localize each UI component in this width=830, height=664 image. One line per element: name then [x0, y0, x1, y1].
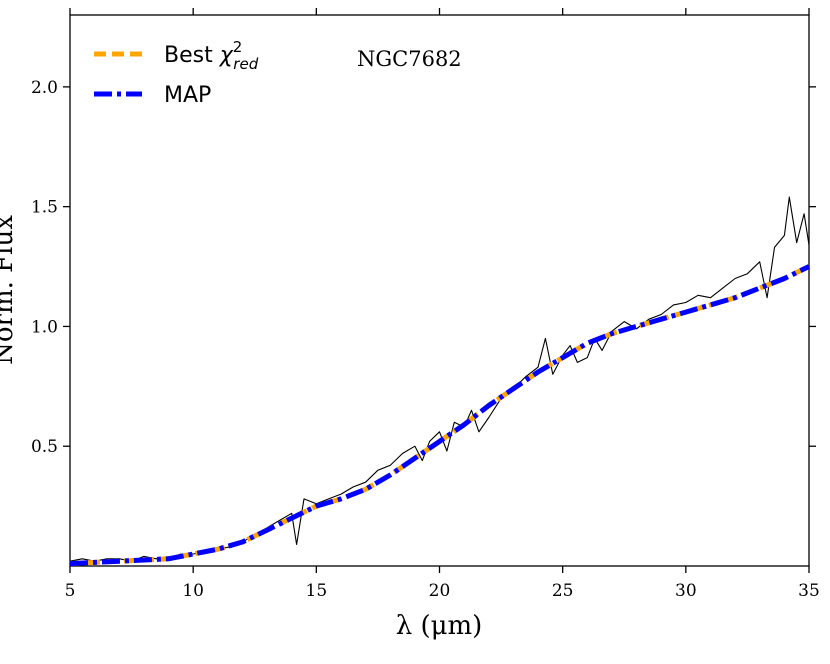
- plot-area: 5 10 15 20 25 30 35 0.5 1.0 1.5 2.0: [31, 8, 820, 601]
- x-axis-title: λ (μm): [396, 611, 483, 641]
- y-tick-label: 1.5: [31, 198, 58, 218]
- y-tick-label: 2.0: [31, 78, 58, 98]
- x-tick-label: 30: [675, 581, 697, 601]
- legend-label-best-text: Best: [164, 43, 220, 68]
- y-tick-label: 1.0: [31, 317, 58, 337]
- best-chi2-model-line: [69, 264, 811, 567]
- map-model-line: [69, 264, 811, 567]
- legend-label-best-chi2: Best χ2 red: [164, 38, 259, 73]
- x-tick-label: 35: [798, 581, 820, 601]
- x-tick-label: 15: [306, 581, 328, 601]
- x-tick-label: 20: [429, 581, 451, 601]
- chi-symbol: χ: [219, 43, 234, 68]
- legend: Best χ2 red MAP: [94, 38, 259, 108]
- y-axis-title: Norm. Flux: [0, 215, 19, 365]
- x-tick-label: 5: [65, 581, 76, 601]
- series-layer: [69, 196, 811, 567]
- object-name-annotation: NGC7682: [357, 47, 462, 71]
- legend-label-map: MAP: [164, 83, 211, 108]
- x-tick-label: 25: [552, 581, 574, 601]
- ticks-layer: 5 10 15 20 25 30 35 0.5 1.0 1.5 2.0: [31, 8, 820, 601]
- chi-superscript: 2: [233, 38, 243, 56]
- x-tick-label: 10: [182, 581, 204, 601]
- observed-spectrum-line: [69, 196, 810, 562]
- y-tick-label: 0.5: [31, 437, 58, 457]
- chi-subscript: red: [233, 55, 258, 73]
